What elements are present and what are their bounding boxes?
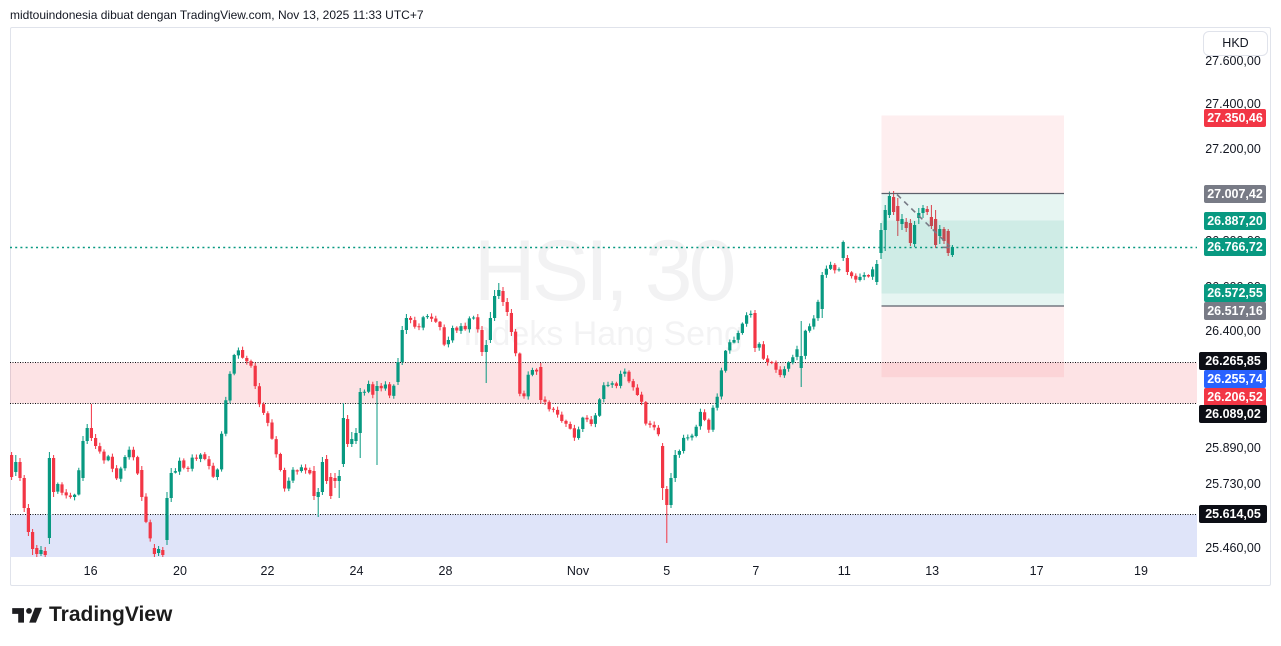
- svg-text:Indeks Hang Seng: Indeks Hang Seng: [463, 315, 743, 353]
- svg-text:HSI, 30: HSI, 30: [474, 223, 734, 319]
